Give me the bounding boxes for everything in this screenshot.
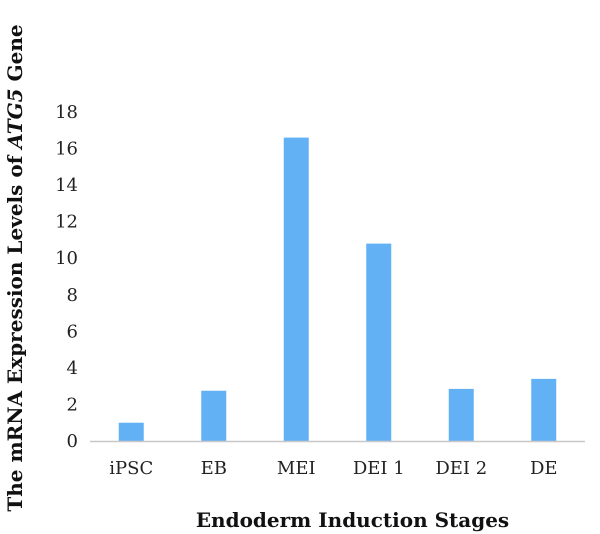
- x-axis-title: Endoderm Induction Stages: [196, 508, 509, 532]
- y-tick-label: 0: [67, 431, 78, 452]
- x-axis-ticks: iPSC EB MEI DEI 1 DEI 2 DE: [109, 458, 557, 479]
- bar-mei: [283, 137, 309, 442]
- x-tick-label: MEI: [277, 458, 316, 479]
- x-tick-label: DEI 1: [353, 458, 405, 479]
- bar-series: [118, 137, 557, 442]
- bar-dei-1: [366, 243, 392, 441]
- y-tick-label: 2: [67, 394, 78, 415]
- bar-de: [531, 378, 557, 441]
- y-tick-label: 4: [67, 358, 78, 379]
- x-tick-label: DE: [530, 458, 558, 479]
- y-tick-label: 6: [67, 321, 78, 342]
- y-tick-label: 8: [67, 285, 78, 306]
- y-tick-label: 14: [55, 175, 78, 196]
- y-tick-label: 18: [55, 102, 78, 123]
- bar-ipsc: [118, 422, 144, 441]
- x-tick-label: DEI 2: [435, 458, 487, 479]
- y-axis-ticks: 0 2 4 6 8 10 12 14 16 18: [55, 102, 78, 452]
- y-axis-title-suffix: Gene: [3, 24, 27, 88]
- x-tick-label: iPSC: [109, 458, 153, 479]
- bar-dei-2: [448, 388, 474, 441]
- y-axis-title: The mRNA Expression Levels of ATG5 Gene: [3, 24, 27, 511]
- y-tick-label: 10: [55, 248, 78, 269]
- y-tick-label: 12: [55, 212, 78, 233]
- y-axis-title-gene: ATG5: [3, 88, 27, 150]
- bar-eb: [201, 390, 227, 441]
- x-tick-label: EB: [201, 458, 227, 479]
- y-axis-title-prefix: The mRNA Expression Levels of: [3, 149, 27, 512]
- y-tick-label: 16: [55, 139, 78, 160]
